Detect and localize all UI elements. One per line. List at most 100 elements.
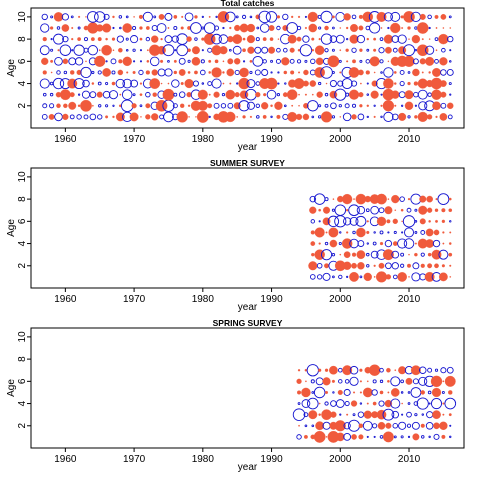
- chart-title: Total catches: [221, 0, 275, 8]
- positive-residual-point: [419, 218, 426, 225]
- positive-residual-point: [401, 402, 403, 405]
- negative-residual-point: [318, 104, 322, 108]
- positive-residual-point: [314, 45, 325, 55]
- negative-residual-point: [380, 71, 383, 74]
- positive-residual-point: [397, 272, 407, 282]
- positive-residual-point: [146, 60, 150, 63]
- negative-residual-point: [261, 46, 269, 54]
- positive-residual-point: [414, 115, 418, 119]
- positive-residual-point: [149, 78, 161, 89]
- positive-residual-point: [308, 261, 318, 271]
- positive-residual-point: [318, 413, 321, 416]
- negative-residual-point: [338, 59, 342, 63]
- negative-residual-point: [446, 68, 454, 76]
- positive-residual-point: [420, 390, 425, 395]
- negative-residual-point: [311, 424, 315, 428]
- negative-residual-point: [383, 67, 394, 78]
- negative-residual-point: [53, 33, 64, 45]
- positive-residual-point: [442, 402, 445, 405]
- negative-residual-point: [62, 35, 69, 43]
- negative-residual-point: [412, 378, 419, 385]
- y-tick-label: 10: [17, 11, 28, 23]
- positive-residual-point: [329, 365, 338, 375]
- positive-residual-point: [398, 46, 407, 55]
- negative-residual-point: [427, 92, 432, 97]
- positive-residual-point: [373, 264, 376, 267]
- negative-residual-point: [421, 435, 425, 439]
- negative-residual-point: [366, 82, 369, 85]
- positive-residual-point: [194, 70, 198, 75]
- positive-residual-point: [362, 387, 373, 398]
- negative-residual-point: [162, 44, 175, 57]
- negative-residual-point: [81, 90, 91, 99]
- positive-residual-point: [281, 57, 290, 66]
- negative-residual-point: [357, 240, 365, 247]
- positive-residual-point: [435, 27, 438, 29]
- positive-residual-point: [341, 238, 353, 249]
- positive-residual-point: [329, 90, 338, 99]
- negative-residual-point: [108, 90, 119, 100]
- negative-residual-point: [289, 58, 295, 64]
- y-axis-label: Age: [6, 219, 17, 237]
- positive-residual-point: [353, 391, 356, 394]
- negative-residual-point: [190, 22, 202, 34]
- negative-residual-point: [407, 435, 411, 439]
- positive-residual-point: [419, 195, 427, 203]
- positive-residual-point: [433, 229, 440, 236]
- positive-residual-point: [404, 101, 414, 110]
- positive-residual-point: [296, 36, 302, 42]
- negative-residual-point: [132, 25, 137, 31]
- negative-residual-point: [391, 35, 400, 43]
- positive-residual-point: [407, 263, 412, 268]
- negative-residual-point: [400, 252, 405, 257]
- positive-residual-point: [346, 413, 349, 416]
- positive-residual-point: [49, 26, 54, 30]
- negative-residual-point: [39, 45, 50, 56]
- positive-residual-point: [112, 15, 115, 19]
- negative-residual-point: [344, 379, 350, 384]
- positive-residual-point: [440, 91, 447, 98]
- negative-residual-point: [318, 26, 322, 30]
- positive-residual-point: [427, 263, 433, 269]
- positive-residual-point: [233, 58, 241, 65]
- positive-residual-point: [222, 60, 225, 63]
- negative-residual-point: [366, 48, 370, 52]
- positive-residual-point: [42, 36, 47, 42]
- negative-residual-point: [335, 399, 345, 408]
- y-tick-label: 4: [17, 240, 28, 246]
- positive-residual-point: [369, 56, 380, 67]
- negative-residual-point: [207, 47, 213, 53]
- negative-residual-point: [449, 60, 452, 63]
- negative-residual-point: [296, 434, 302, 440]
- positive-residual-point: [151, 69, 158, 76]
- positive-residual-point: [318, 368, 322, 372]
- negative-residual-point: [214, 25, 220, 31]
- positive-residual-point: [362, 11, 374, 23]
- negative-residual-point: [414, 413, 418, 417]
- negative-residual-point: [365, 25, 370, 31]
- positive-residual-point: [117, 69, 124, 76]
- positive-residual-point: [435, 198, 438, 201]
- positive-residual-point: [345, 26, 349, 30]
- negative-residual-point: [254, 46, 262, 54]
- positive-residual-point: [408, 276, 410, 278]
- negative-residual-point: [73, 78, 85, 90]
- positive-residual-point: [246, 35, 255, 44]
- negative-residual-point: [174, 49, 177, 52]
- negative-residual-point: [416, 397, 429, 410]
- negative-residual-point: [428, 435, 431, 439]
- negative-residual-point: [97, 70, 102, 75]
- positive-residual-point: [356, 227, 366, 238]
- negative-residual-point: [105, 104, 109, 108]
- negative-residual-point: [366, 264, 370, 268]
- positive-residual-point: [411, 34, 421, 44]
- positive-residual-point: [62, 58, 69, 65]
- positive-residual-point: [311, 49, 315, 52]
- positive-residual-point: [262, 37, 267, 42]
- positive-residual-point: [226, 68, 235, 77]
- positive-residual-point: [314, 67, 325, 78]
- panel-3: SPRING SURVEY 1960 1970 1980 1990 2000 2010 2 4 6…: [6, 318, 465, 473]
- positive-residual-point: [449, 264, 452, 267]
- positive-residual-point: [448, 242, 452, 245]
- negative-residual-point: [120, 99, 134, 113]
